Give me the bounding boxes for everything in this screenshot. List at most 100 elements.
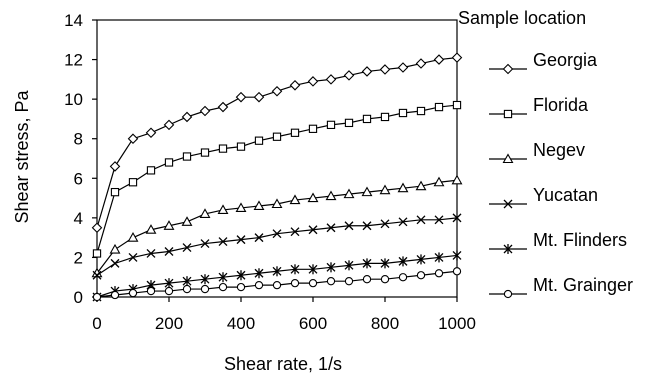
data-point (254, 268, 264, 279)
y-tick-label: 14 (64, 11, 83, 30)
data-point (128, 178, 138, 187)
data-point (379, 64, 391, 75)
data-point (218, 144, 228, 153)
data-point (182, 276, 192, 287)
series-yucatan (92, 213, 462, 280)
data-point (326, 262, 336, 273)
data-point (343, 70, 355, 81)
data-point (308, 124, 318, 133)
data-point (109, 161, 121, 172)
data-point (344, 260, 354, 271)
data-point (145, 224, 157, 234)
data-point (397, 182, 409, 193)
data-point (416, 254, 426, 265)
data-point (254, 233, 264, 243)
data-point (218, 282, 228, 292)
data-point (343, 188, 355, 199)
data-point (163, 119, 175, 131)
data-point (362, 275, 372, 284)
data-point (217, 204, 229, 214)
y-axis-label: Shear stress, Pa (12, 89, 32, 223)
plot-area (96, 19, 458, 298)
series-florida (92, 100, 462, 258)
series-mt-grainger (92, 267, 462, 302)
data-point (325, 190, 337, 201)
data-point (218, 237, 228, 247)
data-point (452, 213, 462, 223)
legend-item-florida: Florida (489, 95, 589, 119)
data-point (272, 132, 282, 141)
x-tick-label: 600 (299, 314, 327, 333)
data-point (127, 133, 139, 144)
data-point (110, 258, 120, 268)
x-tick-label: 1000 (438, 314, 476, 333)
legend-item-georgia: Georgia (489, 50, 598, 75)
data-point (362, 114, 372, 124)
data-point (254, 136, 264, 145)
data-point (452, 267, 462, 276)
series-georgia (91, 52, 463, 234)
data-point (361, 66, 373, 77)
data-point (415, 180, 427, 191)
data-point (325, 74, 337, 85)
data-point (128, 288, 138, 298)
legend-marker (503, 244, 513, 254)
data-point (307, 192, 319, 203)
x-tick-label: 400 (227, 314, 255, 333)
data-point (398, 217, 408, 227)
legend-label: Mt. Grainger (533, 275, 633, 295)
data-point (164, 247, 174, 256)
data-point (164, 158, 174, 167)
data-point (344, 118, 354, 128)
data-point (253, 91, 265, 103)
data-point (199, 105, 211, 117)
legend-label: Negev (533, 140, 585, 160)
y-axis-ticks: 0 2 4 6 8 10 12 14 (64, 11, 97, 307)
data-point (182, 284, 192, 294)
data-point (451, 174, 463, 185)
y-tick-label: 2 (74, 248, 83, 267)
legend-item-negev: Negev (489, 140, 585, 164)
data-point (164, 286, 174, 296)
series-negev (91, 174, 463, 278)
data-point (398, 273, 408, 282)
data-point (361, 186, 373, 197)
data-point (182, 243, 192, 252)
data-point (380, 258, 390, 269)
data-point (271, 85, 283, 97)
data-point (289, 194, 301, 205)
data-point (146, 286, 156, 296)
data-point (272, 266, 282, 277)
data-point (145, 127, 157, 139)
data-point (164, 278, 174, 289)
y-tick-label: 6 (74, 169, 83, 188)
data-point (380, 219, 390, 229)
data-point (397, 62, 409, 73)
data-point (91, 222, 103, 234)
legend-marker (503, 289, 513, 299)
data-point (92, 270, 102, 280)
data-point (380, 112, 390, 122)
legend-label: Florida (533, 95, 589, 115)
x-axis-ticks: 0 200 400 600 800 1000 (92, 297, 476, 333)
legend-marker (503, 199, 513, 209)
data-point (182, 152, 192, 161)
data-point (290, 227, 300, 237)
legend-label: Georgia (533, 50, 598, 70)
data-point (199, 208, 211, 218)
y-tick-label: 0 (74, 288, 83, 307)
data-point (362, 258, 372, 269)
data-point (236, 235, 246, 245)
data-point (289, 80, 301, 91)
x-tick-label: 0 (92, 314, 101, 333)
data-point (146, 249, 156, 258)
data-point (433, 176, 445, 187)
y-tick-label: 4 (74, 209, 83, 228)
data-point (271, 198, 283, 209)
data-point (235, 91, 247, 103)
legend-marker (502, 63, 514, 75)
data-point (200, 284, 210, 294)
data-point (433, 54, 445, 65)
data-point (110, 290, 120, 300)
